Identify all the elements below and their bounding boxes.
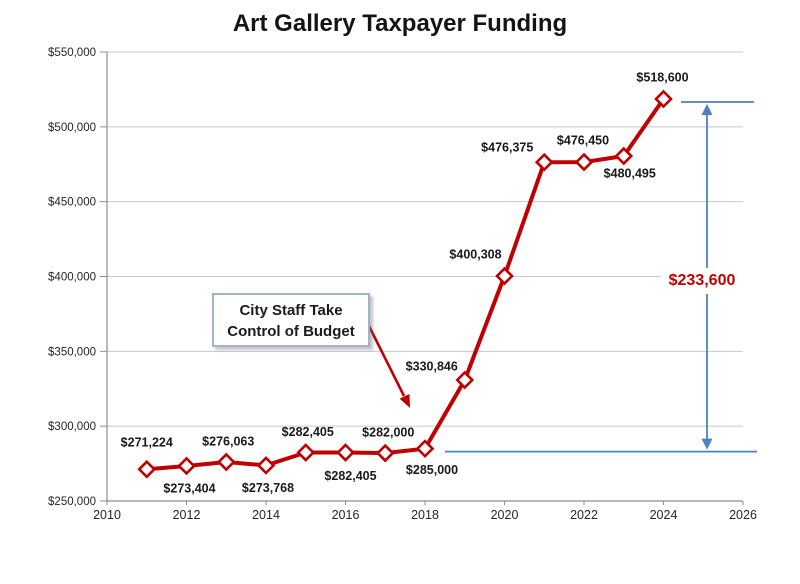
x-tick-label: 2012 [173,508,201,522]
data-point-marker [534,152,554,172]
y-tick-label: $250,000 [48,496,96,508]
y-tick-label: $350,000 [48,346,96,358]
x-tick-label: 2022 [570,508,598,522]
annotation-arrow-line [365,321,406,397]
data-point-marker [177,456,196,476]
data-point-label: $282,000 [362,426,414,440]
y-tick-label: $300,000 [48,421,96,433]
y-tick-label: $450,000 [48,197,96,209]
data-point-marker [296,443,316,462]
x-tick-label: 2026 [729,508,757,522]
data-point-label: $518,600 [636,70,688,84]
data-point-marker [495,266,514,286]
data-point-marker [137,459,157,479]
annotation-callout: City Staff Take Control of Budget [212,293,370,347]
annotation-text-line1: City Staff Take [239,302,343,319]
chart-title: Art Gallery Taxpayer Funding [232,10,568,37]
x-tick-label: 2010 [93,508,121,522]
data-point-label: $282,405 [324,469,376,483]
data-point-label: $476,450 [557,134,609,148]
y-tick-label: $400,000 [48,272,96,284]
data-point-label: $400,308 [449,248,501,262]
data-point-marker [455,370,475,390]
x-tick-label: 2024 [650,508,678,522]
data-point-label: $282,405 [282,425,334,439]
data-point-label: $285,000 [406,463,458,477]
funding-line [144,97,666,472]
annotation-text-line2: Control of Budget [227,323,355,340]
bracket-arrowhead-down [701,438,713,450]
bracket-arrowhead-up [701,103,713,115]
data-point-marker [216,452,236,472]
y-tick-label: $500,000 [48,122,96,134]
data-point-marker [574,152,594,172]
difference-label: $233,600 [661,268,743,294]
x-tick-label: 2018 [411,508,439,522]
y-tick-label: $550,000 [48,47,96,59]
data-point-marker [614,146,634,166]
x-tick-label: 2016 [332,508,360,522]
data-point-marker [336,443,355,462]
data-point-label: $273,404 [163,481,215,495]
data-point-label: $271,224 [121,436,173,450]
data-point-marker [256,456,276,475]
data-point-marker [375,443,395,463]
data-point-label: $273,768 [242,481,294,495]
annotation-arrowhead [399,394,410,408]
data-point-marker [654,89,673,109]
data-point-label: $276,063 [202,434,254,448]
data-point-label: $330,846 [406,360,458,374]
data-point-label: $480,495 [604,167,656,181]
data-point-marker [415,439,435,458]
data-point-label: $476,375 [481,141,533,155]
x-tick-label: 2020 [491,508,519,522]
x-tick-label: 2014 [252,508,280,522]
